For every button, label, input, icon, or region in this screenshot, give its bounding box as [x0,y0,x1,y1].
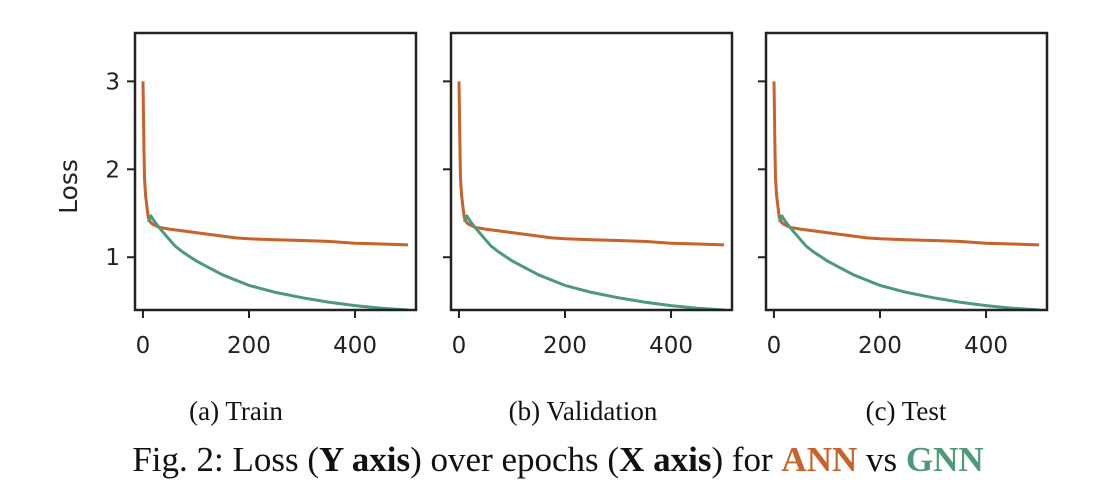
plot-frame [133,31,418,312]
series-line-gnn [146,214,409,310]
caption-vs: vs [857,440,906,479]
x-tick-label: 0 [767,333,782,359]
series-line-ann [457,81,725,247]
x-tick-label: 200 [543,333,587,359]
subcaption-test: (c) Test [865,396,947,426]
plot-frame [764,31,1049,312]
subcaption-train: (a) Train [189,396,283,426]
series-line-ann [141,81,409,247]
subcaption-validation: (b) Validation [508,396,658,426]
y-tick-label: 3 [105,69,120,95]
x-tick-label: 0 [136,333,151,359]
x-tick-label: 0 [452,333,467,359]
x-tick-label: 200 [227,333,271,359]
y-tick-label: 1 [105,245,120,271]
series-line-ann [772,81,1040,247]
caption-gnn: GNN [905,440,984,479]
x-tick-label: 200 [858,333,902,359]
y-tick-label: 2 [105,157,120,183]
caption-mid1: ) over epochs ( [410,440,620,479]
figure-caption: Fig. 2: Loss (Y axis) over epochs (X axi… [0,440,1116,480]
series-line-gnn [777,214,1040,310]
caption-ann: ANN [781,440,858,479]
series-line-gnn [462,214,725,310]
x-tick-label: 400 [964,333,1008,359]
x-tick-label: 400 [649,333,693,359]
plot-frame [449,31,734,312]
y-axis-label: Loss [54,159,83,214]
x-tick-label: 400 [333,333,377,359]
caption-x-axis: X axis [619,440,712,479]
caption-y-axis: Y axis [319,440,411,479]
caption-mid2: ) for [711,440,782,479]
caption-prefix: Fig. 2: Loss ( [132,440,320,479]
